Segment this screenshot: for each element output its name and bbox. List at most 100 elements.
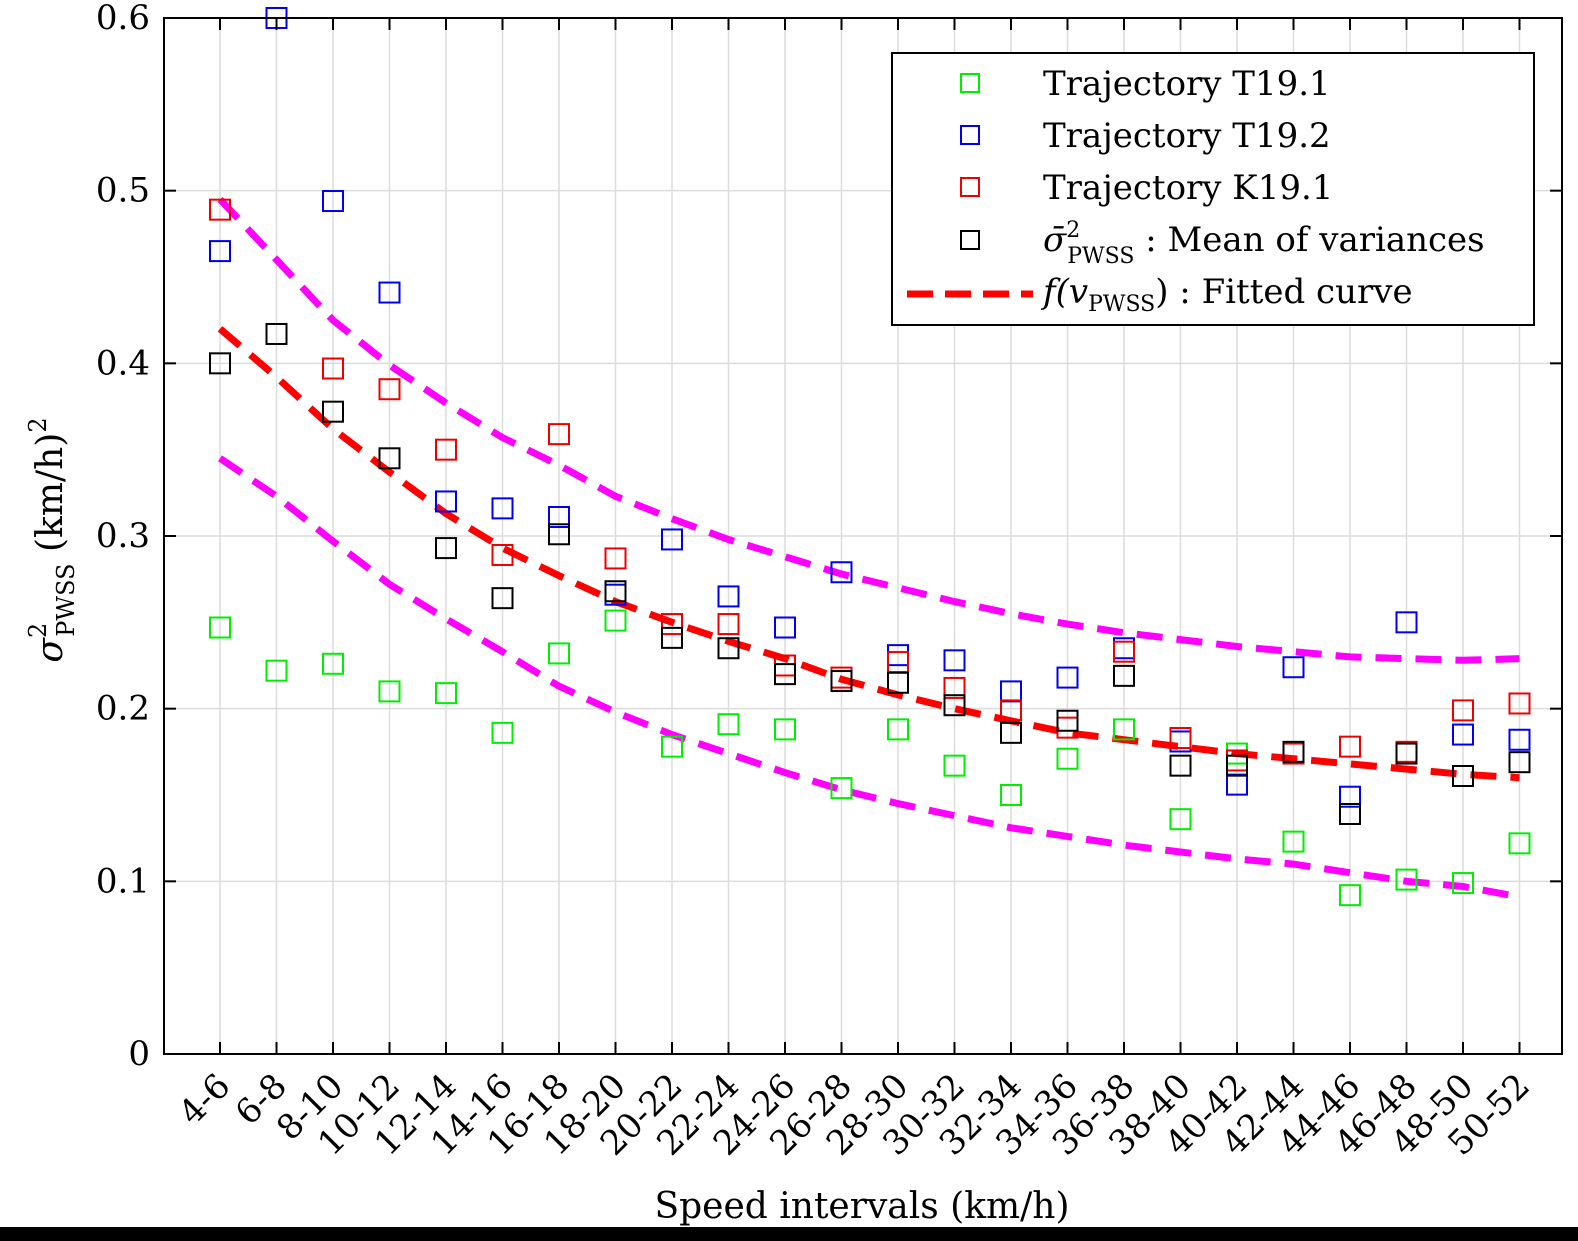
y-axis-ticks: 0 0.1 0.2 0.3 0.4 0.5 0.6 <box>96 0 1562 1074</box>
fitted-curve-line <box>217 326 1520 782</box>
data-point-series-2 <box>1452 699 1474 722</box>
legend-entry-fitted: f(vPWSS) : Fitted curve <box>907 272 1413 317</box>
data-point-series-3 <box>1000 721 1022 744</box>
legend-marker-t19-2 <box>960 125 980 145</box>
y-tick-label: 0.1 <box>96 861 150 901</box>
data-point-series-2 <box>661 613 683 636</box>
y-tick-label: 0.3 <box>96 516 150 556</box>
data-point-series-0 <box>378 680 401 703</box>
data-point-series-1 <box>548 506 570 529</box>
data-point-series-0 <box>548 642 570 665</box>
data-point-series-3 <box>1169 754 1192 777</box>
data-point-series-0 <box>1113 718 1135 741</box>
data-point-series-3 <box>717 637 740 660</box>
legend-entry-t19-1: Trajectory T19.1 <box>960 64 1331 104</box>
data-point-series-2 <box>1000 699 1022 722</box>
y-tick-label: 0.6 <box>96 0 150 38</box>
data-point-series-0 <box>661 735 683 758</box>
data-point-series-2 <box>491 543 514 566</box>
data-point-series-0 <box>887 718 909 741</box>
data-point-series-0 <box>491 721 514 744</box>
data-point-series-0 <box>1395 868 1418 891</box>
y-axis-title: σ2PWSS (km/h)2 <box>24 417 80 662</box>
data-point-series-3 <box>1452 765 1474 788</box>
data-point-series-3 <box>322 400 344 423</box>
data-point-series-3 <box>1113 664 1135 687</box>
data-point-series-3 <box>378 447 401 470</box>
data-point-series-3 <box>1282 740 1305 763</box>
data-point-series-2 <box>1113 640 1135 663</box>
data-point-series-1 <box>378 281 401 304</box>
data-point-series-3 <box>265 322 288 345</box>
y-tick-label: 0.4 <box>96 343 150 383</box>
bound-curve-line <box>218 455 1521 901</box>
data-point-series-0 <box>604 609 627 632</box>
data-point-series-3 <box>548 523 570 546</box>
y-axis-symbol-sup: 2 <box>24 623 52 638</box>
data-point-series-2 <box>717 613 740 636</box>
data-point-series-1 <box>1226 773 1248 796</box>
data-point-series-2 <box>1169 727 1192 750</box>
data-point-series-2 <box>604 547 627 570</box>
data-point-series-2 <box>209 198 231 221</box>
data-point-series-1 <box>830 561 853 584</box>
legend-entry-t19-2: Trajectory T19.2 <box>960 116 1331 156</box>
bottom-border-bar <box>0 1227 1578 1241</box>
data-point-series-1 <box>717 585 740 608</box>
data-point-series-0 <box>265 659 288 682</box>
x-axis-title: Speed intervals (km/h) <box>654 1186 1069 1227</box>
data-point-series-3 <box>1226 754 1248 777</box>
x-tick-label: 4-6 <box>171 1066 238 1133</box>
data-point-series-0 <box>1508 832 1531 855</box>
y-tick-label: 0.5 <box>96 171 150 211</box>
data-point-series-0 <box>322 652 344 675</box>
data-point-series-0 <box>774 718 796 741</box>
data-point-series-1 <box>1395 611 1418 634</box>
data-point-series-0 <box>1056 747 1079 770</box>
legend-entry-mean: σ̄2 PWSS : Mean of variances <box>960 218 1485 269</box>
legend: Trajectory T19.1 Trajectory T19.2 Trajec… <box>891 52 1535 326</box>
data-point-series-0 <box>830 777 853 800</box>
legend-label-t19-1: Trajectory T19.1 <box>1043 64 1331 104</box>
y-axis-unit-sup: 2 <box>24 417 52 432</box>
data-point-series-3 <box>943 694 966 717</box>
data-point-series-0 <box>209 616 231 639</box>
data-point-series-0 <box>1000 784 1022 806</box>
data-point-series-1 <box>1056 666 1079 689</box>
legend-box <box>891 52 1535 326</box>
data-point-series-1 <box>1000 680 1022 703</box>
legend-label-fitted: f(vPWSS) : Fitted curve <box>1040 272 1413 317</box>
y-tick-label: 0.2 <box>96 689 150 729</box>
data-point-series-2 <box>378 378 401 401</box>
legend-marker-t19-1 <box>960 73 980 93</box>
data-point-series-3 <box>774 663 796 686</box>
data-point-series-2 <box>435 438 457 461</box>
data-point-series-3 <box>491 587 514 610</box>
data-point-series-1 <box>943 649 966 672</box>
data-point-series-0 <box>717 713 740 736</box>
legend-entry-k19-1: Trajectory K19.1 <box>960 168 1333 208</box>
data-point-series-3 <box>1339 802 1361 825</box>
legend-label-k19-1: Trajectory K19.1 <box>1043 168 1333 208</box>
legend-marker-mean <box>960 230 980 250</box>
data-point-series-0 <box>943 754 966 777</box>
data-point-series-1 <box>1282 656 1305 679</box>
data-point-series-1 <box>209 240 231 263</box>
data-point-series-1 <box>774 616 796 639</box>
data-point-series-3 <box>1395 742 1418 765</box>
y-axis-symbol-sub: PWSS <box>52 563 80 636</box>
data-point-series-2 <box>943 676 966 699</box>
data-point-series-1 <box>661 528 683 551</box>
data-point-series-3 <box>1508 751 1531 774</box>
data-point-series-0 <box>1452 872 1474 895</box>
data-point-series-0 <box>435 682 457 705</box>
data-point-series-1 <box>1452 723 1474 746</box>
legend-label-mean: σ̄2 PWSS : Mean of variances <box>1043 218 1485 269</box>
legend-marker-k19-1 <box>960 177 980 197</box>
data-point-series-2 <box>548 423 570 446</box>
y-tick-label: 0 <box>128 1034 150 1074</box>
legend-label-t19-2: Trajectory T19.2 <box>1043 116 1331 156</box>
data-point-series-3 <box>209 352 231 375</box>
data-point-series-1 <box>1508 728 1531 751</box>
